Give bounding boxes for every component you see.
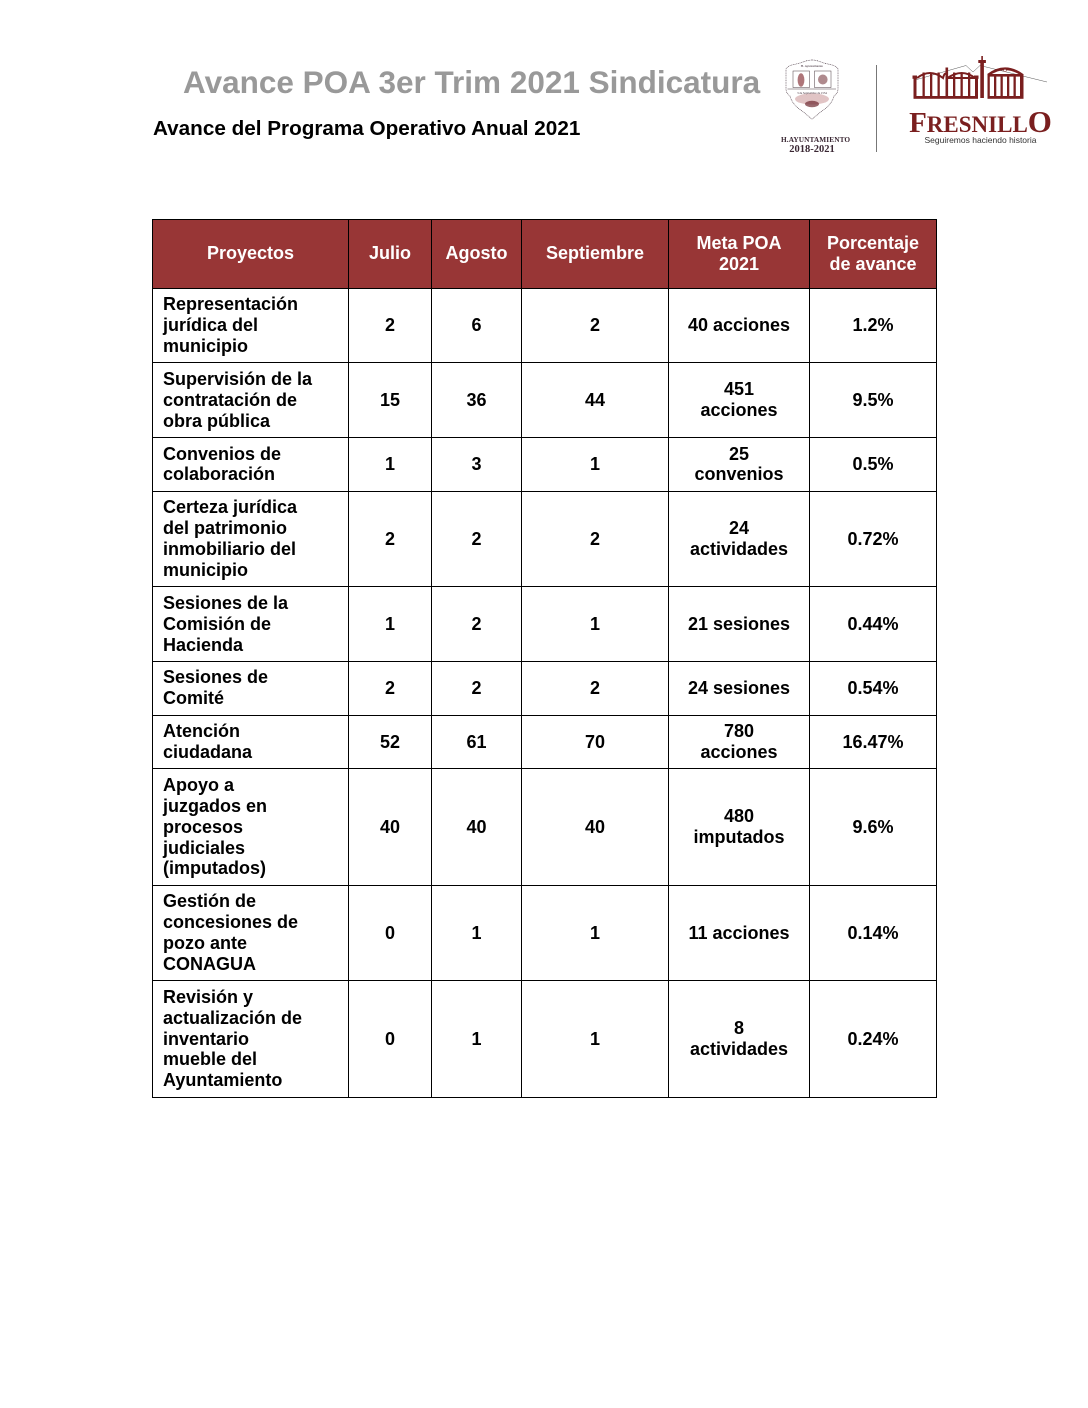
svg-text:H. Ayuntamiento: H. Ayuntamiento — [801, 64, 824, 68]
